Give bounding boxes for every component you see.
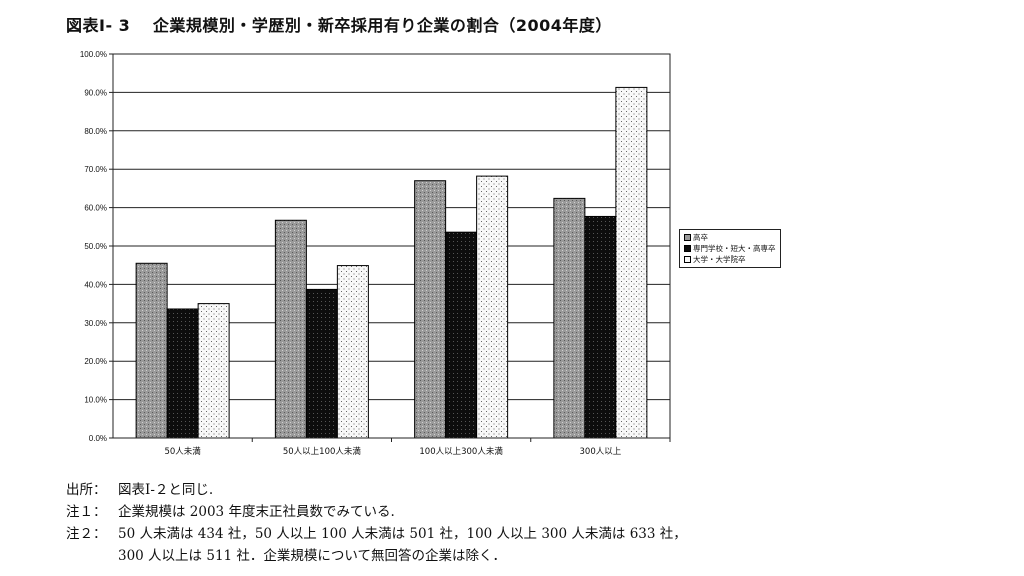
y-tick-label: 100.0%: [80, 50, 107, 59]
legend-item-series-2: 専門学校・短大・高専卒: [684, 243, 776, 254]
note-label: 注１：: [66, 504, 107, 520]
note-source: 出所： 図表Ⅰ-２と同じ.: [66, 479, 687, 501]
y-tick-label: 0.0%: [89, 434, 107, 443]
y-tick-label: 40.0%: [84, 280, 107, 289]
legend-item-series-1: 高卒: [684, 232, 776, 243]
note-text: 300 人以上は 511 社．企業規模について無回答の企業は除く．: [118, 548, 507, 564]
note-text: 図表Ⅰ-２と同じ.: [118, 482, 214, 498]
legend: 高卒 専門学校・短大・高専卒 大学・大学院卒: [679, 229, 781, 268]
bar-series-3-4: [615, 86, 648, 439]
note-2-continued: 300 人以上は 511 社．企業規模について無回答の企業は除く．: [66, 545, 687, 567]
bar-chart: 0.0% 10.0% 20.0% 30.0% 40.0% 50.0% 60.0% 70.0% 8…: [80, 50, 671, 457]
bar-series-3-1: [197, 303, 230, 439]
y-tick-label: 60.0%: [84, 204, 107, 213]
legend-swatch-series-2: [684, 245, 691, 252]
y-tick-label: 90.0%: [84, 88, 107, 97]
bar-series-1-3: [414, 180, 447, 439]
bar-series-2-2: [305, 288, 338, 439]
bar-series-1-2: [274, 219, 307, 439]
y-tick-label: 20.0%: [84, 357, 107, 366]
bar-series-3-2: [336, 265, 369, 439]
y-tick-label: 10.0%: [84, 396, 107, 405]
x-category-label: 50人以上100人未満: [283, 446, 362, 457]
bar-series-1-4: [553, 197, 586, 439]
x-category-label: 100人以上300人未満: [419, 446, 503, 457]
bar-series-2-3: [445, 231, 478, 439]
y-tick-label: 70.0%: [84, 165, 107, 174]
legend-swatch-series-3: [684, 256, 691, 263]
bar-series-2-4: [584, 215, 617, 439]
bar-series-1-1: [135, 262, 168, 439]
x-category-label: 50人未満: [164, 446, 201, 457]
y-tick-label: 30.0%: [84, 319, 107, 328]
legend-item-series-3: 大学・大学院卒: [684, 254, 776, 265]
legend-swatch-series-1: [684, 234, 691, 241]
bar-series-2-1: [166, 308, 199, 439]
legend-label-series-1: 高卒: [693, 233, 708, 242]
note-text: 50 人未満は 434 社，50 人以上 100 人未満は 501 社，100 …: [118, 526, 687, 542]
note-label: 注２：: [66, 526, 107, 542]
chart-title: 図表Ⅰ- 3 企業規模別・学歴別・新卒採用有り企業の割合（2004年度）: [66, 16, 612, 35]
x-category-label: 300人以上: [580, 447, 622, 457]
y-tick-label: 80.0%: [84, 127, 107, 136]
note-text: 企業規模は 2003 年度末正社員数でみている.: [118, 504, 395, 520]
legend-label-series-3: 大学・大学院卒: [693, 255, 746, 264]
notes: 出所： 図表Ⅰ-２と同じ. 注１： 企業規模は 2003 年度末正社員数でみてい…: [66, 479, 687, 567]
note-2: 注２： 50 人未満は 434 社，50 人以上 100 人未満は 501 社，…: [66, 523, 687, 545]
y-tick-label: 50.0%: [84, 242, 107, 251]
note-label: 出所：: [66, 482, 107, 498]
bar-series-3-3: [476, 175, 509, 439]
legend-label-series-2: 専門学校・短大・高専卒: [693, 244, 776, 253]
note-1: 注１： 企業規模は 2003 年度末正社員数でみている.: [66, 501, 687, 523]
